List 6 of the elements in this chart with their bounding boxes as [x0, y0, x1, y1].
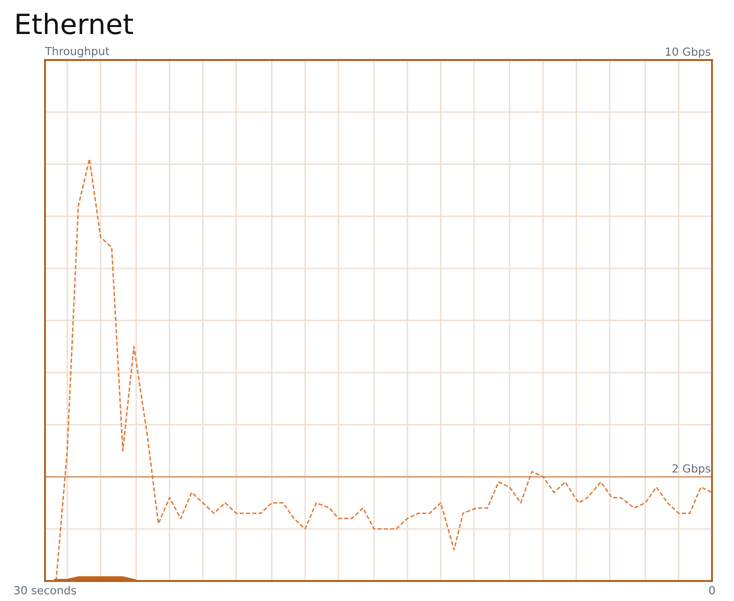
y-axis-title: Throughput [44, 46, 110, 58]
y-tick-label: 10 Gbps [666, 47, 710, 58]
chart-title: Ethernet [16, 12, 133, 34]
x-tick-label: 0 [709, 586, 715, 594]
x-tick-label: 30 seconds [14, 586, 76, 594]
y-tick-label: 2 Gbps [672, 464, 710, 475]
